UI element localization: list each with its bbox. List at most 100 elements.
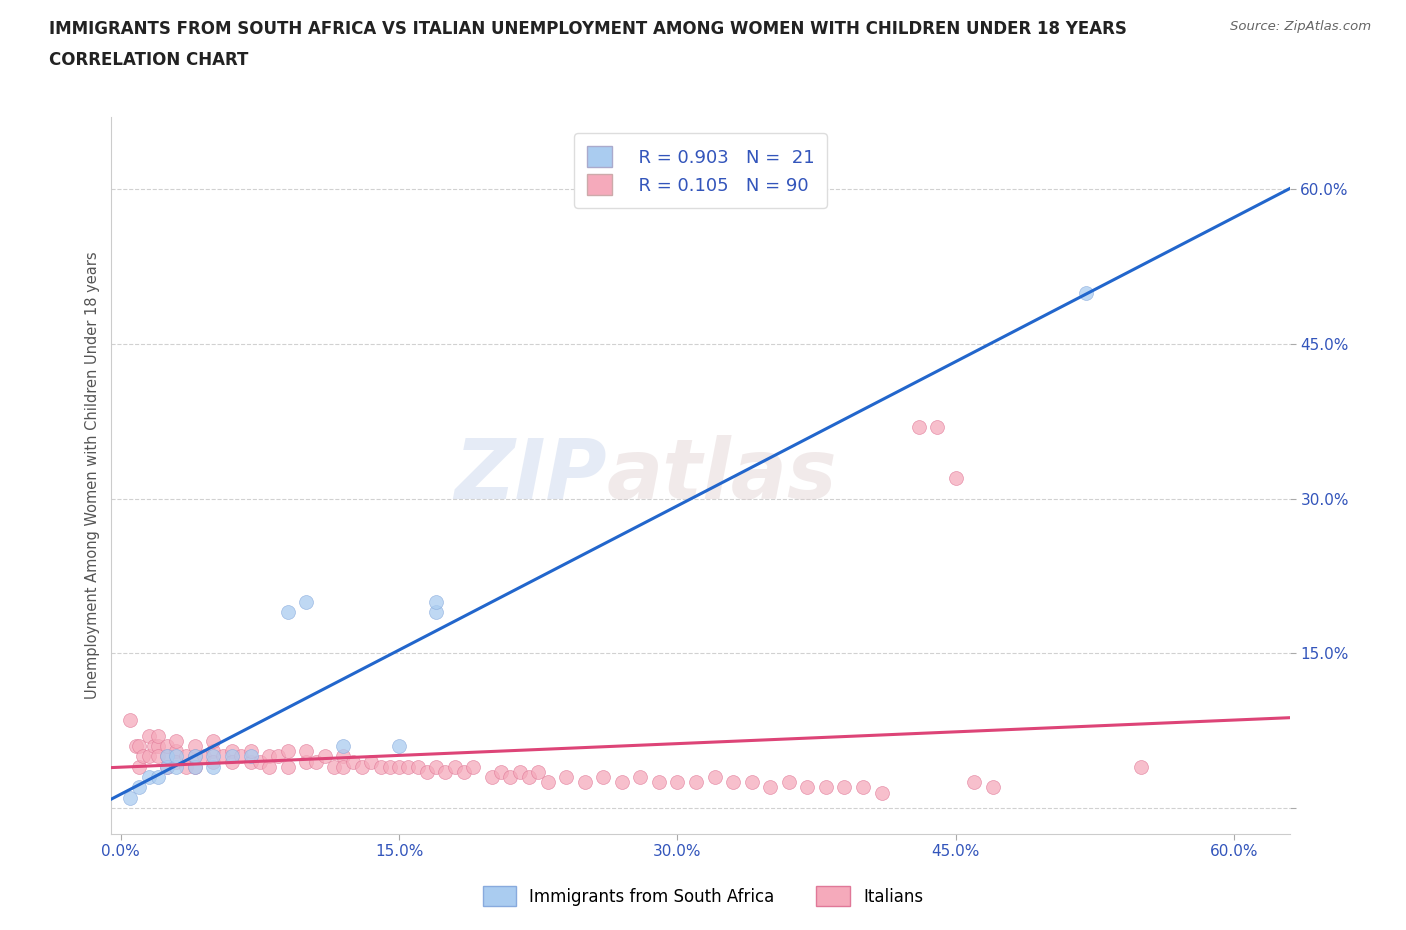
Point [257,749,280,764]
Legend:   R = 0.903   N =  21,   R = 0.105   N = 90: R = 0.903 N = 21, R = 0.105 N = 90 [574,134,827,207]
Point [574,775,596,790]
Point [425,759,447,774]
Point [231,749,253,764]
Point [118,790,141,805]
Point [388,759,411,774]
Point [648,775,671,790]
Point [277,604,299,619]
Point [138,770,160,785]
Point [332,738,354,753]
Point [509,764,531,779]
Point [610,775,633,790]
Point [443,759,465,774]
Point [870,785,893,800]
Point [184,749,207,764]
Point [592,770,614,785]
Point [350,759,373,774]
Text: atlas: atlas [606,435,837,516]
Point [703,770,725,785]
Point [378,759,401,774]
Point [277,759,299,774]
Point [128,780,150,795]
Point [295,754,318,769]
Point [453,764,475,779]
Point [945,471,967,485]
Point [156,759,179,774]
Point [202,754,225,769]
Point [295,594,318,609]
Point [907,419,929,434]
Point [778,775,800,790]
Point [536,775,558,790]
Point [184,738,207,753]
Point [1074,286,1097,300]
Point [834,780,856,795]
Point [852,780,875,795]
Point [434,764,457,779]
Point [814,780,837,795]
Text: ZIP: ZIP [454,435,606,516]
Point [332,759,354,774]
Point [425,604,447,619]
Point [165,754,187,769]
Point [132,749,155,764]
Point [138,728,160,743]
Point [124,738,146,753]
Text: CORRELATION CHART: CORRELATION CHART [49,51,249,69]
Point [342,754,364,769]
Point [239,744,262,759]
Point [517,770,540,785]
Point [406,759,429,774]
Legend: Immigrants from South Africa, Italians: Immigrants from South Africa, Italians [477,880,929,912]
Point [388,738,411,753]
Point [489,764,512,779]
Point [202,749,225,764]
Point [146,738,169,753]
Text: IMMIGRANTS FROM SOUTH AFRICA VS ITALIAN UNEMPLOYMENT AMONG WOMEN WITH CHILDREN U: IMMIGRANTS FROM SOUTH AFRICA VS ITALIAN … [49,20,1128,38]
Point [239,749,262,764]
Point [481,770,503,785]
Point [323,759,346,774]
Point [416,764,439,779]
Point [174,749,197,764]
Y-axis label: Unemployment Among Women with Children Under 18 years: Unemployment Among Women with Children U… [86,252,100,699]
Point [193,749,215,764]
Point [796,780,818,795]
Point [128,738,150,753]
Point [165,744,187,759]
Point [249,754,271,769]
Point [314,749,336,764]
Point [128,759,150,774]
Point [277,744,299,759]
Point [156,749,179,764]
Point [184,759,207,774]
Point [146,770,169,785]
Point [165,759,187,774]
Point [156,749,179,764]
Point [332,749,354,764]
Point [165,734,187,749]
Point [425,594,447,609]
Point [295,744,318,759]
Point [927,419,949,434]
Point [267,749,290,764]
Point [118,713,141,728]
Point [721,775,744,790]
Point [370,759,392,774]
Point [221,749,243,764]
Point [360,754,382,769]
Point [174,759,197,774]
Point [759,780,782,795]
Point [146,749,169,764]
Point [963,775,986,790]
Point [685,775,707,790]
Point [741,775,763,790]
Point [221,754,243,769]
Point [184,759,207,774]
Point [156,738,179,753]
Text: Source: ZipAtlas.com: Source: ZipAtlas.com [1230,20,1371,33]
Point [239,754,262,769]
Point [527,764,550,779]
Point [202,759,225,774]
Point [499,770,522,785]
